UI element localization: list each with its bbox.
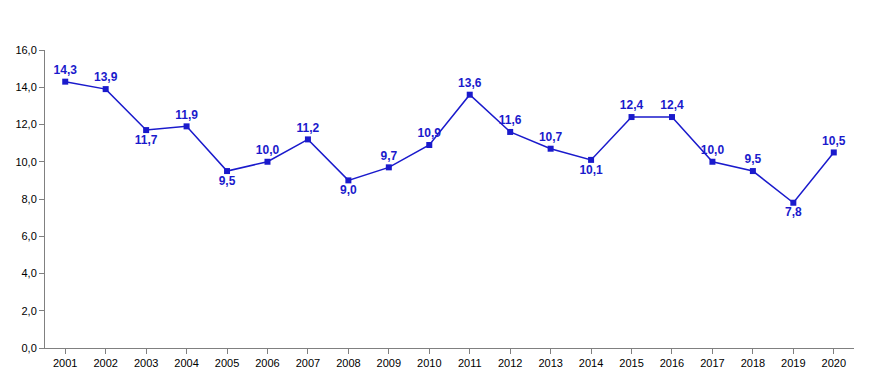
svg-text:12,4: 12,4 (620, 98, 644, 112)
svg-text:2008: 2008 (336, 357, 360, 369)
svg-text:2017: 2017 (700, 357, 724, 369)
svg-text:7,8: 7,8 (785, 205, 802, 219)
svg-text:8,0: 8,0 (22, 193, 37, 205)
svg-text:2012: 2012 (498, 357, 522, 369)
svg-text:12,0: 12,0 (15, 118, 36, 130)
svg-text:2002: 2002 (93, 357, 117, 369)
svg-text:0,0: 0,0 (22, 342, 37, 354)
svg-text:11,7: 11,7 (135, 133, 158, 147)
svg-text:10,0: 10,0 (701, 143, 725, 157)
svg-text:10,0: 10,0 (15, 156, 36, 168)
svg-text:9,0: 9,0 (340, 183, 357, 197)
svg-text:4,0: 4,0 (22, 267, 37, 279)
svg-text:9,5: 9,5 (219, 174, 236, 188)
svg-text:2015: 2015 (619, 357, 643, 369)
svg-text:9,7: 9,7 (380, 149, 397, 163)
svg-text:2001: 2001 (53, 357, 77, 369)
svg-text:2007: 2007 (296, 357, 320, 369)
svg-text:2013: 2013 (538, 357, 562, 369)
svg-text:11,2: 11,2 (297, 121, 320, 135)
svg-text:14,3: 14,3 (54, 63, 78, 77)
svg-text:13,6: 13,6 (458, 76, 482, 90)
svg-text:16,0: 16,0 (15, 44, 36, 56)
svg-text:2006: 2006 (255, 357, 279, 369)
svg-text:10,7: 10,7 (539, 130, 563, 144)
svg-text:2016: 2016 (660, 357, 684, 369)
svg-text:2004: 2004 (174, 357, 198, 369)
svg-text:2009: 2009 (377, 357, 401, 369)
svg-text:9,5: 9,5 (745, 152, 762, 166)
svg-text:2011: 2011 (458, 357, 482, 369)
svg-text:10,9: 10,9 (418, 126, 442, 140)
svg-text:2020: 2020 (822, 357, 846, 369)
svg-text:2010: 2010 (417, 357, 441, 369)
svg-text:2014: 2014 (579, 357, 603, 369)
svg-text:2,0: 2,0 (22, 305, 37, 317)
svg-text:13,9: 13,9 (94, 70, 118, 84)
svg-text:2019: 2019 (781, 357, 805, 369)
svg-text:6,0: 6,0 (22, 230, 37, 242)
svg-text:2018: 2018 (741, 357, 765, 369)
svg-text:14,0: 14,0 (15, 81, 36, 93)
svg-text:11,9: 11,9 (175, 108, 198, 122)
svg-text:10,5: 10,5 (822, 134, 846, 148)
svg-text:10,1: 10,1 (579, 163, 603, 177)
svg-text:2003: 2003 (134, 357, 158, 369)
svg-text:10,0: 10,0 (256, 143, 280, 157)
svg-text:2005: 2005 (215, 357, 239, 369)
svg-text:12,4: 12,4 (660, 98, 684, 112)
svg-text:11,6: 11,6 (499, 113, 522, 127)
